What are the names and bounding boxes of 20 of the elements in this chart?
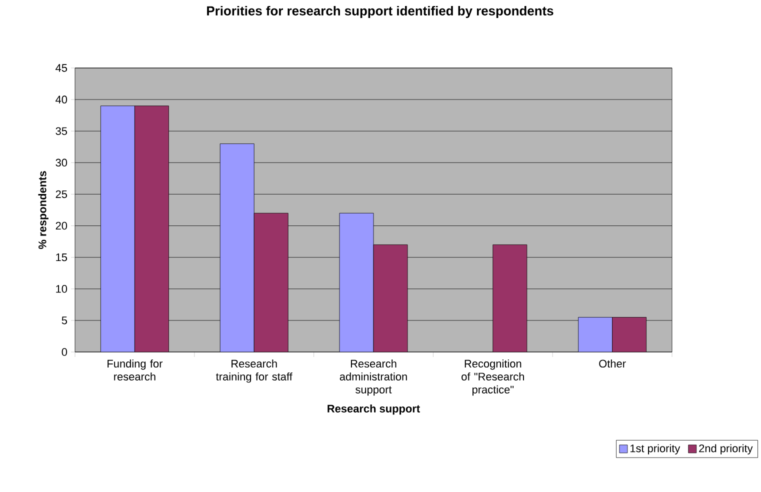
- x-tick-label: Recognition of "Research practice": [462, 360, 524, 396]
- legend-label: 1st priority: [630, 444, 680, 454]
- x-tick-label: Research administration support: [340, 360, 407, 396]
- chart-title: Priorities for research support identified by respondents: [207, 6, 554, 18]
- y-tick-label: 0: [62, 348, 68, 356]
- y-tick-label: 45: [56, 64, 68, 72]
- x-tick-label: Other: [599, 360, 626, 368]
- y-tick-label: 20: [56, 222, 68, 230]
- y-tick-label: 30: [56, 158, 68, 167]
- x-tick-label: Funding for research: [108, 360, 163, 381]
- x-tick-label: Research training for staff: [216, 360, 292, 383]
- y-tick-label: 35: [56, 127, 68, 135]
- y-axis-title: % respondents: [38, 171, 48, 249]
- y-tick-label: 25: [56, 190, 68, 198]
- x-axis-title: Research support: [328, 404, 420, 415]
- legend-label: 2nd priority: [699, 444, 753, 454]
- y-tick-label: 40: [56, 96, 68, 104]
- y-tick-label: 5: [62, 316, 68, 324]
- y-tick-label: 10: [56, 285, 68, 293]
- y-tick-label: 15: [56, 254, 68, 262]
